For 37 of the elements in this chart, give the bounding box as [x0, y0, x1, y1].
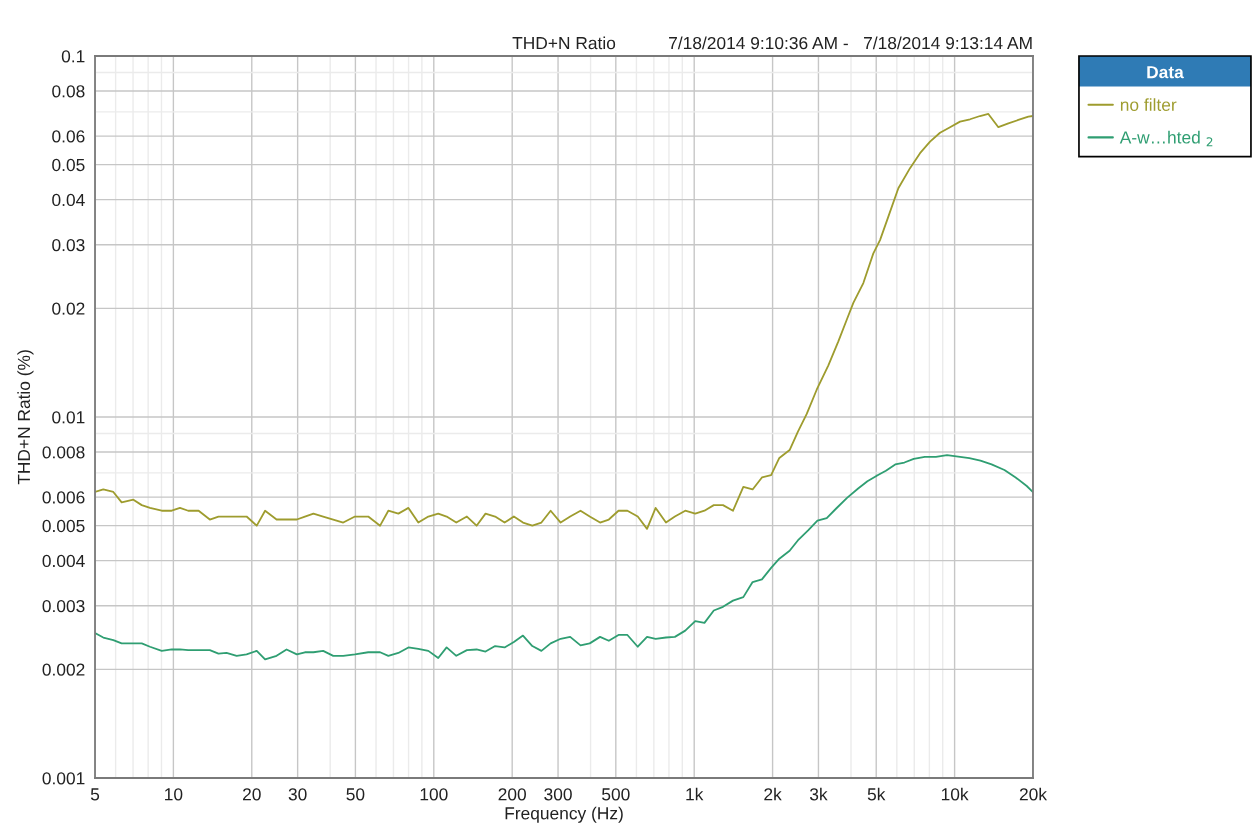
x-tick-label: 100 — [420, 788, 448, 801]
x-tick-label: 500 — [602, 788, 630, 801]
x-tick-label: 10 — [165, 788, 183, 801]
y-axis-title: THD+N Ratio (%) — [17, 350, 34, 485]
y-tick-label: 0.006 — [42, 491, 85, 504]
y-tick-label: 0.05 — [52, 158, 85, 172]
x-tick-label: 5 — [90, 788, 100, 801]
y-tick-label: 0.008 — [42, 446, 85, 459]
x-tick-label: 300 — [544, 788, 572, 801]
chart-title: THD+N Ratio — [512, 36, 616, 50]
x-tick-label: 20 — [243, 788, 261, 801]
y-tick-label: 0.002 — [42, 663, 85, 676]
y-tick-label: 0.01 — [52, 411, 85, 424]
x-tick-label: 5k — [867, 787, 886, 801]
legend-title: Data — [1147, 66, 1184, 79]
y-tick-label: 0.04 — [52, 193, 85, 207]
y-tick-label: 0.06 — [52, 130, 85, 143]
x-tick-label: 200 — [498, 788, 526, 801]
x-tick-label: 1k — [686, 787, 704, 801]
y-tick-label: 0.08 — [52, 85, 85, 98]
legend-label: no filter — [1120, 98, 1177, 111]
x-tick-label: 50 — [346, 788, 365, 801]
y-tick-label: 0.005 — [42, 519, 85, 533]
x-axis-title: Frequency (Hz) — [505, 806, 623, 823]
chart-subtitle: 7/18/2014 9:10:36 AM - 7/18/2014 9:13:14 AM — [669, 36, 1032, 50]
y-tick-label: 0.03 — [52, 238, 85, 252]
y-tick-label: 0.1 — [61, 50, 85, 63]
x-tick-label: 20k — [1019, 787, 1048, 801]
y-tick-label: 0.02 — [52, 302, 85, 315]
legend-label: A-w…hted $_{2}$ — [1119, 130, 1213, 147]
y-tick-label: 0.004 — [42, 554, 85, 568]
y-tick-label: 0.001 — [42, 772, 85, 785]
x-tick-label: 3k — [809, 787, 828, 801]
x-tick-label: 2k — [764, 787, 782, 801]
x-tick-label: 10k — [941, 787, 969, 801]
x-tick-label: 30 — [288, 788, 307, 801]
y-tick-label: 0.003 — [42, 599, 85, 613]
